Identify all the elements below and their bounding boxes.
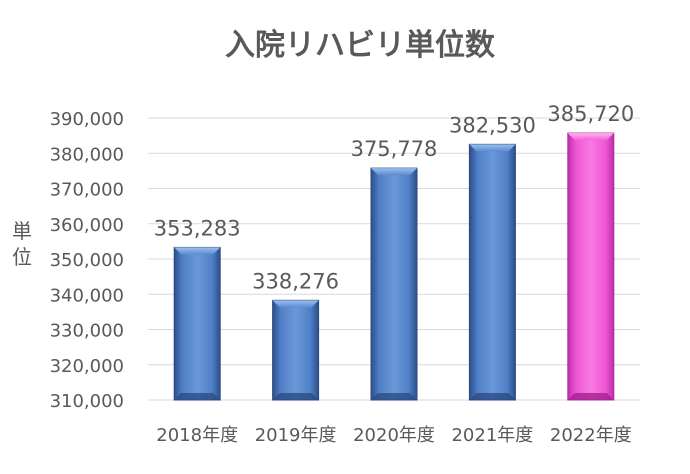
y-tick-label: 370,000 bbox=[50, 180, 124, 201]
bar-bevel bbox=[371, 393, 417, 400]
data-labels: 353,283 338,276 375,778 382,530 385,720 bbox=[154, 102, 634, 293]
x-tick-label: 2018年度 bbox=[156, 425, 238, 446]
bar-bevel bbox=[174, 393, 221, 400]
bar-bevel bbox=[469, 144, 516, 152]
bar-bevel bbox=[272, 300, 319, 308]
data-label: 375,778 bbox=[351, 137, 438, 161]
x-tick-label: 2019年度 bbox=[255, 425, 337, 446]
y-axis-label: 単位 bbox=[12, 219, 32, 269]
y-tick-label: 320,000 bbox=[50, 356, 124, 377]
bar-bevel bbox=[371, 168, 417, 176]
y-axis-ticks: 310,000 320,000 330,000 340,000 350,000 360,0… bbox=[50, 109, 124, 412]
bar bbox=[468, 143, 516, 401]
x-tick-label: 2021年度 bbox=[451, 425, 533, 446]
y-tick-label: 330,000 bbox=[50, 321, 124, 342]
y-tick-label: 340,000 bbox=[50, 285, 124, 306]
bar bbox=[173, 246, 221, 401]
y-axis-label-char: 位 bbox=[12, 245, 32, 269]
y-tick-label: 380,000 bbox=[50, 144, 124, 165]
bar-bevel bbox=[469, 393, 516, 400]
x-axis-ticks: 2018年度 2019年度 2020年度 2021年度 2022年度 bbox=[156, 425, 631, 446]
x-tick-label: 2020年度 bbox=[353, 425, 435, 446]
data-label: 353,283 bbox=[154, 216, 241, 240]
y-tick-label: 390,000 bbox=[50, 109, 124, 130]
y-axis-label-char: 単 bbox=[12, 219, 32, 243]
y-tick-label: 310,000 bbox=[50, 391, 124, 412]
bar bbox=[567, 132, 615, 401]
chart-title: 入院リハビリ単位数 bbox=[225, 28, 496, 63]
bar bbox=[370, 167, 418, 401]
x-tick-label: 2022年度 bbox=[550, 425, 632, 446]
data-label: 385,720 bbox=[547, 102, 634, 126]
bar-bevel bbox=[272, 393, 319, 400]
bars bbox=[173, 132, 615, 401]
y-tick-label: 360,000 bbox=[50, 215, 124, 236]
y-tick-label: 350,000 bbox=[50, 250, 124, 271]
bar-bevel bbox=[567, 393, 614, 400]
data-label: 338,276 bbox=[252, 269, 339, 293]
bar-bevel bbox=[174, 247, 221, 255]
data-label: 382,530 bbox=[449, 113, 536, 137]
bar-bevel bbox=[567, 133, 614, 141]
bar bbox=[272, 299, 320, 401]
